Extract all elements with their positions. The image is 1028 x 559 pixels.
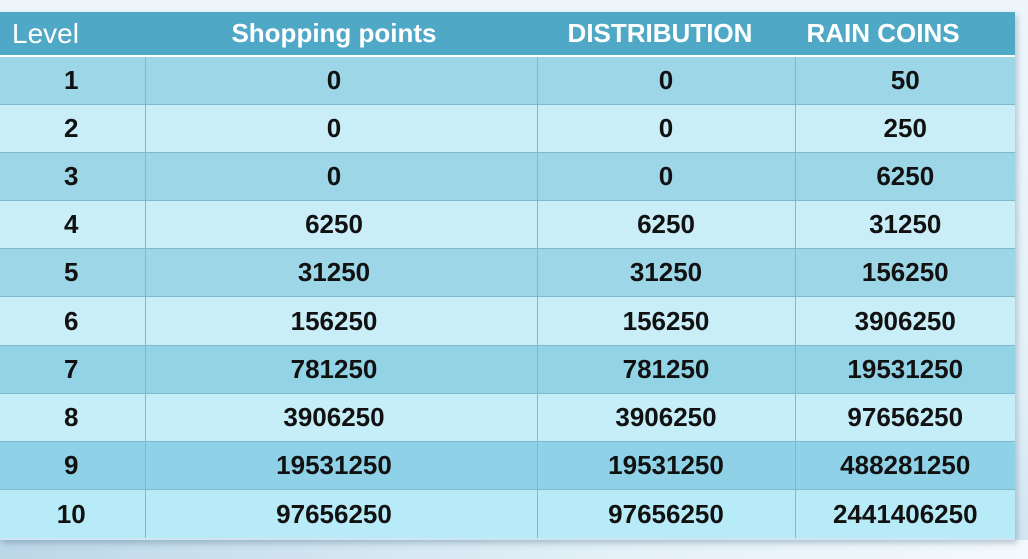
cell-rain-coins: 488281250 <box>794 440 1015 490</box>
background-glow <box>0 540 1028 559</box>
cell-rain-coins: 250 <box>794 103 1015 153</box>
cell-distribution: 3906250 <box>536 392 795 442</box>
table-row: 3 0 0 6250 <box>0 151 1015 201</box>
cell-distribution: 156250 <box>536 296 795 346</box>
cell-level: 9 <box>0 440 145 490</box>
cell-shopping-points: 31250 <box>144 248 537 297</box>
cell-shopping-points: 781250 <box>144 344 537 394</box>
cell-level: 5 <box>0 248 145 297</box>
cell-shopping-points: 97656250 <box>144 489 537 538</box>
cell-level: 1 <box>0 55 145 105</box>
cell-rain-coins: 6250 <box>794 151 1015 201</box>
header-level: Level <box>0 12 145 57</box>
cell-shopping-points: 19531250 <box>144 440 537 490</box>
table-row: 5 31250 31250 156250 <box>0 248 1015 297</box>
header-shopping-points: Shopping points <box>145 12 537 57</box>
cell-distribution: 31250 <box>536 248 795 297</box>
cell-level: 6 <box>0 296 145 346</box>
cell-distribution: 97656250 <box>536 489 795 538</box>
cell-shopping-points: 0 <box>144 55 537 105</box>
cell-shopping-points: 0 <box>144 103 537 153</box>
cell-rain-coins: 97656250 <box>794 392 1015 442</box>
header-distribution: DISTRIBUTION <box>537 12 795 57</box>
table-row: 8 3906250 3906250 97656250 <box>0 392 1015 442</box>
levels-table: Level Shopping points DISTRIBUTION RAIN … <box>0 12 1015 538</box>
table-row: 1 0 0 50 <box>0 55 1015 105</box>
table-row: 7 781250 781250 19531250 <box>0 344 1015 394</box>
cell-level: 10 <box>0 489 145 538</box>
cell-rain-coins: 2441406250 <box>794 489 1015 538</box>
cell-distribution: 781250 <box>536 344 795 394</box>
cell-distribution: 0 <box>536 151 795 201</box>
table-header-row: Level Shopping points DISTRIBUTION RAIN … <box>0 12 1015 57</box>
levels-table-container: Level Shopping points DISTRIBUTION RAIN … <box>0 12 1015 540</box>
cell-distribution: 6250 <box>536 200 795 249</box>
table-row: 4 6250 6250 31250 <box>0 200 1015 249</box>
cell-shopping-points: 3906250 <box>144 392 537 442</box>
cell-level: 3 <box>0 151 145 201</box>
cell-shopping-points: 156250 <box>144 296 537 346</box>
cell-level: 8 <box>0 392 145 442</box>
table-row: 9 19531250 19531250 488281250 <box>0 440 1015 490</box>
table-row: 10 97656250 97656250 2441406250 <box>0 489 1015 538</box>
cell-shopping-points: 6250 <box>144 200 537 249</box>
cell-level: 2 <box>0 103 145 153</box>
table-row: 2 0 0 250 <box>0 103 1015 153</box>
cell-rain-coins: 156250 <box>794 248 1015 297</box>
cell-rain-coins: 3906250 <box>794 296 1015 346</box>
cell-distribution: 19531250 <box>536 440 795 490</box>
cell-rain-coins: 31250 <box>794 200 1015 249</box>
table-row: 6 156250 156250 3906250 <box>0 296 1015 346</box>
cell-rain-coins: 19531250 <box>794 344 1015 394</box>
cell-rain-coins: 50 <box>794 55 1015 105</box>
cell-distribution: 0 <box>536 103 795 153</box>
cell-level: 7 <box>0 344 145 394</box>
cell-shopping-points: 0 <box>144 151 537 201</box>
cell-distribution: 0 <box>536 55 795 105</box>
header-rain-coins: RAIN COINS <box>795 12 1015 57</box>
cell-level: 4 <box>0 200 145 249</box>
